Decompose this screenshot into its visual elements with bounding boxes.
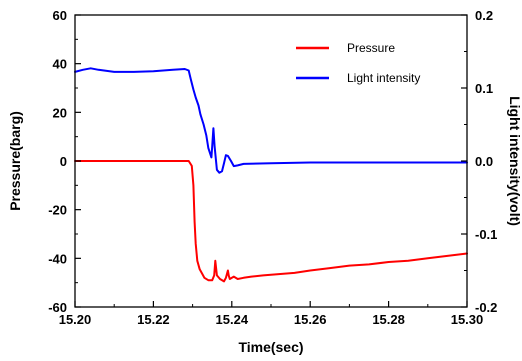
y-right-tick-label: 0.1 [475, 81, 493, 96]
x-tick-label: 15.30 [451, 312, 484, 327]
legend: Pressure Light intensity [296, 41, 420, 85]
legend-label-pressure: Pressure [347, 41, 395, 55]
y-tick-label: 60 [53, 8, 67, 23]
y-tick-label: -40 [48, 251, 67, 266]
y-right-tick-label: 0.2 [475, 8, 493, 23]
y-axis-title: Pressure(barg) [7, 111, 23, 211]
y-tick-label: -20 [48, 203, 67, 218]
y-tick-label: 20 [53, 105, 67, 120]
y-axis-right-title: Light intensity(volt) [507, 96, 522, 226]
series-line-light-intensity [74, 67, 468, 174]
x-tick-label: 15.28 [372, 312, 405, 327]
y-tick-label: 40 [53, 57, 67, 72]
series-line-pressure [74, 160, 468, 283]
x-tick-label: 15.26 [294, 312, 327, 327]
x-tick-label: 15.22 [137, 312, 170, 327]
y-right-tick-label: 0.0 [475, 154, 493, 169]
y-right-tick-label: -0.1 [475, 227, 497, 242]
series-layer [74, 67, 468, 283]
axes-layer: 15.20 15.22 15.24 15.26 15.28 15.30 60 40 20 0 -20… [48, 8, 497, 327]
legend-label-light-intensity: Light intensity [347, 71, 420, 85]
x-tick-label: 15.20 [59, 312, 92, 327]
x-tick-label: 15.24 [216, 312, 249, 327]
y-tick-label: -60 [48, 300, 67, 315]
y-tick-label: 0 [60, 154, 67, 169]
y-right-tick-label: -0.2 [475, 300, 497, 315]
x-axis-title: Time(sec) [238, 339, 303, 355]
